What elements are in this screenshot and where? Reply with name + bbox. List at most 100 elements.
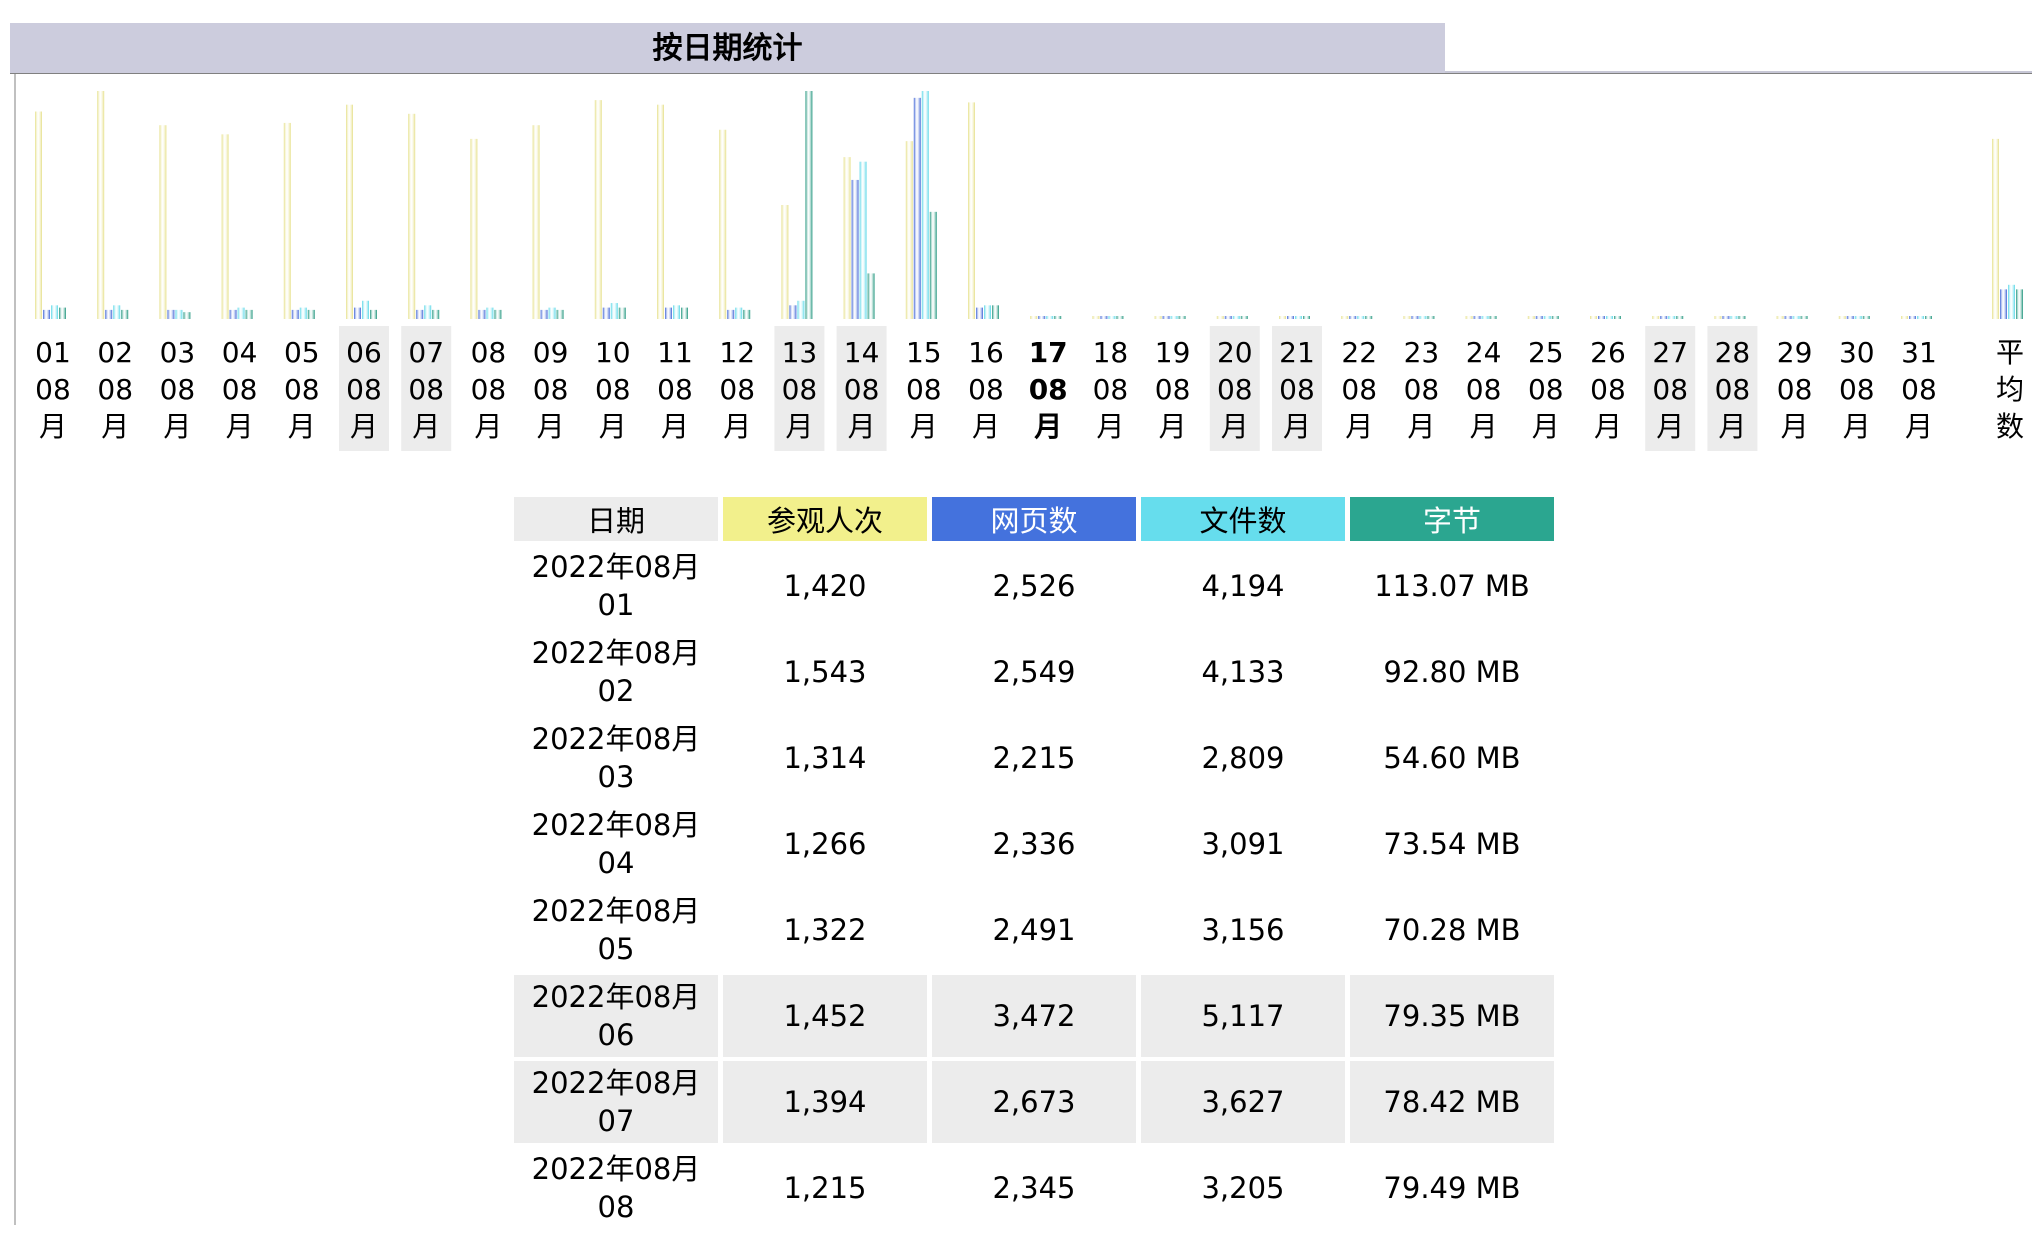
cell-files: 3,156 [1201, 913, 1285, 947]
bar-08-参观人次 [470, 138, 478, 319]
bar-02-参观人次 [97, 91, 105, 319]
bar-04-参观人次 [221, 134, 229, 319]
bar-average-参观人次 [1992, 138, 1999, 319]
bar-15-参观人次 [905, 141, 913, 319]
bar-25-文件数 [1543, 316, 1551, 319]
bar-19-文件数 [1170, 316, 1178, 319]
bar-average-字节 [2016, 289, 2023, 319]
x-tick-day: 11 [657, 336, 693, 369]
bar-04-网页数 [229, 309, 237, 319]
bar-16-网页数 [976, 307, 983, 319]
x-tick-unit: 月 [1594, 410, 1622, 443]
cell-date-month: 2022年08月 [531, 550, 701, 584]
bar-21-网页数 [1287, 316, 1294, 319]
cell-files: 5,117 [1141, 975, 1345, 1057]
bar-25-参观人次 [1527, 316, 1535, 319]
bar-average-文件数 [2008, 284, 2015, 319]
col-header-date: 日期 [514, 497, 718, 541]
bar-11-网页数 [665, 307, 672, 319]
x-tick-day: 20 [1217, 336, 1253, 369]
x-tick-unit: 月 [1470, 410, 1498, 443]
x-tick-unit: 月 [101, 410, 129, 443]
bar-28-字节 [1738, 316, 1746, 319]
bar-19-网页数 [1162, 316, 1170, 319]
bar-18-网页数 [1100, 316, 1108, 319]
x-tick-month: 08 [160, 373, 196, 406]
table-row: 2022年08月 07 1,394 2,673 3,627 78.42 MB [514, 1061, 1554, 1143]
x-tick-unit: 月 [1033, 410, 1062, 443]
daily-stats-table: 日期 参观人次 网页数 文件数 字节 2022年08月 01 1,420 2,526 4… [509, 493, 1559, 1233]
bar-21-文件数 [1295, 316, 1302, 319]
cell-date-day: 05 [597, 932, 635, 966]
cell-date-month: 2022年08月 [531, 1152, 701, 1186]
cell-date-month: 2022年08月 [531, 636, 701, 670]
bar-30-字节 [1862, 316, 1870, 319]
bar-27-字节 [1676, 316, 1684, 319]
bar-17-字节 [1054, 316, 1062, 319]
bar-11-字节 [681, 307, 688, 319]
cell-bytes: 78.42 MB [1350, 1061, 1554, 1143]
cell-date-day: 06 [597, 1018, 635, 1052]
cell-files: 3,627 [1141, 1061, 1345, 1143]
bar-05-网页数 [291, 309, 299, 319]
x-tick-month: 08 [657, 373, 693, 406]
x-tick-unit: 月 [226, 410, 254, 443]
x-tick-month: 08 [1652, 373, 1688, 406]
cell-visits: 1,266 [783, 827, 867, 861]
bar-14-文件数 [859, 161, 867, 319]
x-tick-unit: 月 [1718, 410, 1746, 443]
table-row: 2022年08月 02 1,543 2,549 4,133 92.80 MB [514, 631, 1554, 713]
x-tick-unit: 月 [39, 410, 67, 443]
bar-05-文件数 [299, 307, 307, 319]
bar-01-字节 [59, 307, 66, 319]
bar-20-参观人次 [1216, 316, 1224, 319]
bar-22-字节 [1365, 316, 1373, 319]
bar-average-网页数 [2000, 289, 2007, 319]
bar-07-网页数 [416, 309, 424, 319]
bar-23-网页数 [1411, 316, 1419, 319]
cell-pages: 3,472 [932, 975, 1136, 1057]
bar-20-文件数 [1232, 316, 1240, 319]
bar-14-参观人次 [843, 157, 851, 319]
cell-visits: 1,322 [783, 913, 867, 947]
x-tick-day: 12 [719, 336, 755, 369]
x-tick-unit: 月 [474, 410, 502, 443]
x-tick-unit: 月 [1843, 410, 1871, 443]
x-tick-day: 18 [1093, 336, 1129, 369]
x-tick-unit: 月 [350, 410, 378, 443]
x-tick-month: 08 [35, 373, 71, 406]
weekend-label-bg [836, 326, 887, 451]
bar-13-文件数 [797, 300, 805, 319]
x-tick-month: 08 [284, 373, 320, 406]
x-tick-unit: 月 [537, 410, 565, 443]
x-tick-unit: 月 [1345, 410, 1373, 443]
x-tick-month: 08 [1466, 373, 1502, 406]
cell-date: 2022年08月 05 [514, 889, 718, 971]
col-header-visits: 参观人次 [723, 497, 927, 541]
bar-09-字节 [556, 309, 564, 319]
weekend-label-bg [774, 326, 825, 451]
x-tick-unit: 月 [1283, 410, 1311, 443]
weekend-label-bg [401, 326, 452, 451]
x-tick-month: 08 [222, 373, 258, 406]
bar-19-参观人次 [1154, 316, 1162, 319]
x-tick-unit: 月 [163, 410, 191, 443]
bar-28-网页数 [1722, 316, 1730, 319]
weekend-label-bg [1645, 326, 1696, 451]
bar-16-字节 [992, 305, 999, 319]
x-tick-month: 08 [1777, 373, 1813, 406]
bar-26-字节 [1614, 316, 1621, 319]
bar-23-参观人次 [1403, 316, 1411, 319]
x-tick-day: 14 [844, 336, 880, 369]
bar-11-参观人次 [657, 104, 664, 320]
bar-24-字节 [1489, 316, 1497, 319]
bar-03-字节 [183, 312, 191, 319]
cell-files: 4,194 [1201, 569, 1285, 603]
bar-12-字节 [743, 309, 751, 319]
x-tick-month: 08 [1901, 373, 1937, 406]
cell-date: 2022年08月 01 [514, 545, 718, 627]
bar-06-参观人次 [346, 104, 353, 320]
x-tick-month: 08 [1839, 373, 1875, 406]
col-header-pages: 网页数 [932, 497, 1136, 541]
x-tick-unit: 月 [412, 410, 440, 443]
